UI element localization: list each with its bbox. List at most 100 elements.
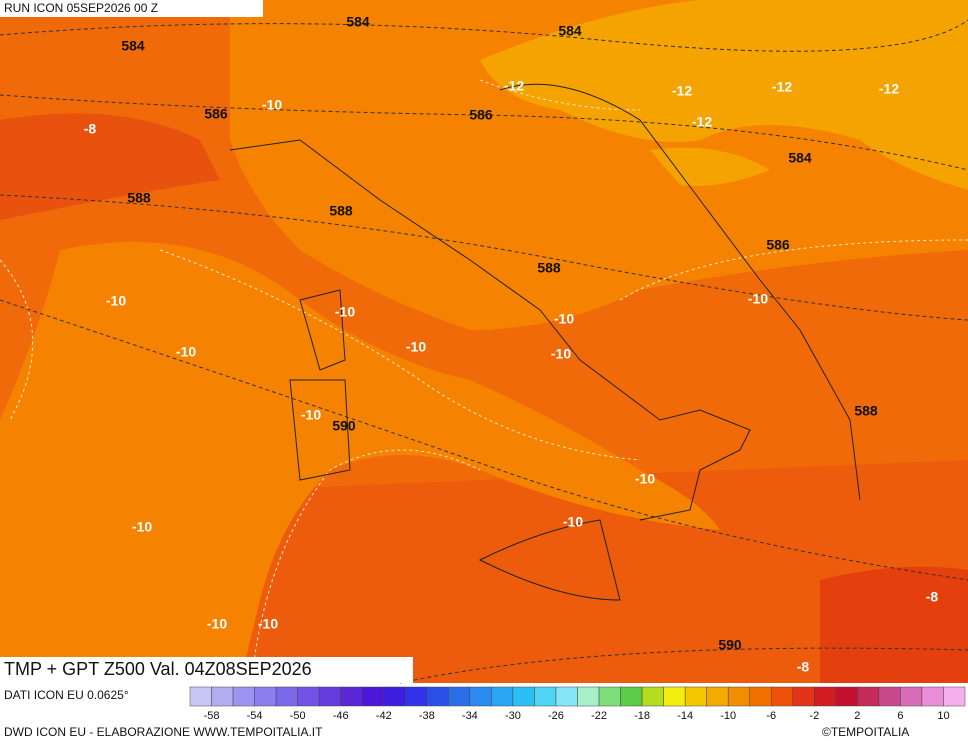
- temperature-label: -12: [879, 81, 899, 97]
- temperature-label: -10: [563, 514, 583, 530]
- field-label: TMP + GPT Z500 Val. 04Z08SEP2026: [4, 659, 312, 679]
- colorbar-tick: -6: [766, 710, 776, 722]
- temperature-label: -10: [262, 97, 282, 113]
- height-label: 584: [788, 150, 812, 166]
- temp-area: [0, 241, 720, 683]
- colorbar-cell: [663, 686, 686, 707]
- temperature-label: -10: [406, 339, 426, 355]
- colorbar-tick: -38: [419, 710, 435, 722]
- colorbar-cell: [555, 686, 578, 707]
- temperature-label: -8: [797, 659, 810, 675]
- height-label: 590: [332, 418, 356, 434]
- temp-area: [480, 0, 968, 190]
- height-label: 584: [121, 38, 145, 54]
- temperature-label: -10: [258, 616, 278, 632]
- temperature-label: -10: [635, 471, 655, 487]
- temperature-label: -10: [176, 344, 196, 360]
- height-label: 586: [766, 237, 790, 253]
- coastline: [229, 83, 861, 601]
- colorbar-cell: [598, 686, 621, 707]
- credit-label: DWD ICON EU - ELABORAZIONE WWW.TEMPOITAL…: [4, 725, 323, 739]
- height-label: 588: [854, 403, 878, 419]
- temp-area: [650, 147, 770, 186]
- colorbar-cell: [771, 686, 794, 707]
- colorbar-cell: [361, 686, 385, 707]
- temp-area: [820, 566, 968, 683]
- temperature-label: -10: [335, 304, 355, 320]
- temp-area: [0, 113, 220, 220]
- temperature-label: -8: [926, 589, 939, 605]
- colorbar-cell: [921, 686, 944, 707]
- colorbar-cell: [383, 686, 406, 707]
- temperature-label: -10: [132, 519, 152, 535]
- colorbar-tick: -2: [809, 710, 819, 722]
- colorbar: -58 -54 -50 -46 -42 -38 -34 -30 -26 -22 -18 -14 -10-…: [189, 686, 966, 722]
- run-box: [0, 0, 263, 17]
- colorbar-cell: [254, 686, 277, 707]
- temperature-label: -10: [554, 311, 574, 327]
- temperature-label: -10: [748, 291, 768, 307]
- temperature-label: -10: [106, 293, 126, 309]
- temperature-label: -8: [84, 121, 97, 137]
- colorbar-tick: -46: [333, 710, 349, 722]
- temperature-label: -12: [772, 79, 792, 95]
- colorbar-cell: [878, 686, 901, 707]
- colorbar-cell: [211, 686, 234, 707]
- height-label: 586: [204, 106, 228, 122]
- colorbar-tick: -58: [204, 710, 220, 722]
- height-label: 588: [537, 260, 561, 276]
- colorbar-cell: [448, 686, 471, 707]
- source-label: DATI ICON EU 0.0625°: [4, 688, 129, 702]
- colorbar-tick: -50: [290, 710, 306, 722]
- colorbar-cell: [814, 686, 837, 707]
- colorbar-tick: -26: [548, 710, 564, 722]
- colorbar-tick: -22: [591, 710, 607, 722]
- height-label: 588: [127, 190, 151, 206]
- colorbar-cell: [426, 686, 449, 707]
- colorbar-cell: [620, 686, 643, 707]
- colorbar-tick: -10: [720, 710, 736, 722]
- colorbar-tick: -34: [462, 710, 478, 722]
- height-label: 584: [558, 23, 582, 39]
- colorbar-cell: [232, 686, 255, 707]
- brand-label: ©TEMPOITALIA: [822, 725, 909, 739]
- colorbar-cell: [318, 686, 341, 707]
- colorbar-cell: [189, 686, 212, 707]
- colorbar-cell: [275, 686, 298, 707]
- colorbar-cell: [943, 686, 966, 707]
- colorbar-cell: [727, 686, 750, 707]
- colorbar-cell: [684, 686, 707, 707]
- colorbar-cell: [405, 686, 428, 707]
- colorbar-tick: -14: [677, 710, 693, 722]
- colorbar-cell: [297, 686, 320, 707]
- temperature-label: -12: [504, 78, 524, 94]
- colorbar-tick: 6: [897, 710, 903, 722]
- height-label: 588: [329, 203, 353, 219]
- colorbar-cell: [749, 686, 772, 707]
- colorbar-cell: [706, 686, 729, 707]
- temperature-label: -10: [551, 346, 571, 362]
- colorbar-tick: -30: [505, 710, 521, 722]
- colorbar-cell: [835, 686, 858, 707]
- run-label: RUN ICON 05SEP2026 00 Z: [4, 1, 158, 15]
- colorbar-cell: [641, 686, 664, 707]
- colorbar-cell: [340, 686, 363, 707]
- colorbar-cell: [469, 686, 492, 707]
- colorbar-cell: [512, 686, 535, 707]
- colorbar-cell: [857, 686, 880, 707]
- colorbar-cell: [491, 686, 514, 707]
- colorbar-tick: -54: [247, 710, 263, 722]
- colorbar-tick: 2: [854, 710, 860, 722]
- colorbar-cell: [792, 686, 815, 707]
- colorbar-cell: [534, 686, 557, 707]
- colorbar-tick: 10: [937, 710, 949, 722]
- temperature-label: -10: [207, 616, 227, 632]
- colorbar-cell: [900, 686, 923, 707]
- colorbar-tick: -42: [376, 710, 392, 722]
- height-label: 586: [469, 107, 493, 123]
- field-box: [0, 657, 413, 683]
- colorbar-cell: [577, 686, 600, 707]
- temperature-label: -10: [301, 407, 321, 423]
- colorbar-tick: -18: [634, 710, 650, 722]
